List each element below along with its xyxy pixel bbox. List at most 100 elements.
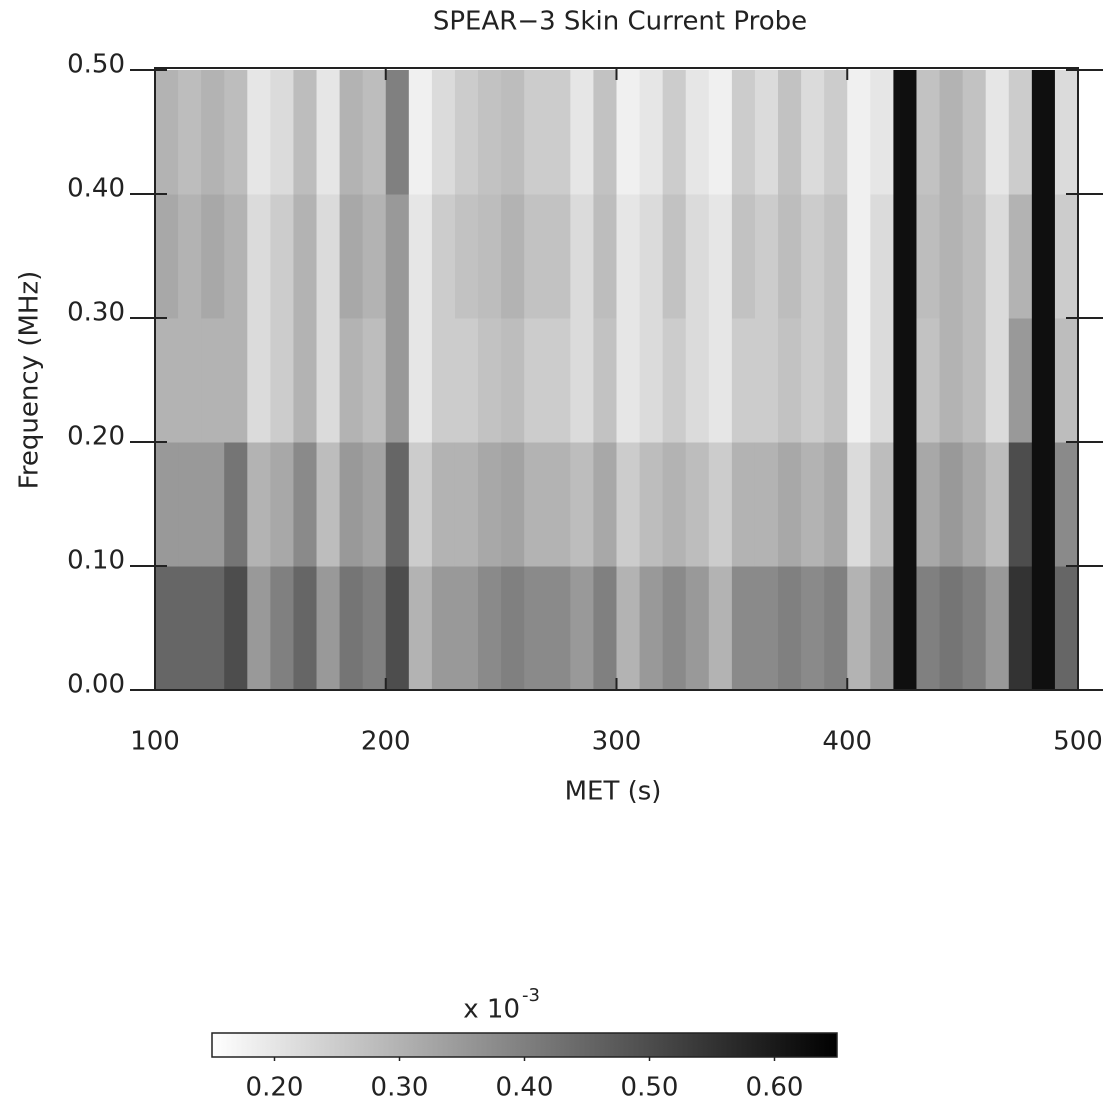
heatmap-cell (824, 70, 848, 195)
heatmap-cell (247, 318, 271, 443)
heatmap-cell (939, 442, 964, 567)
heatmap-cell (962, 70, 987, 195)
heatmap-cell (270, 70, 294, 195)
heatmap-cell (754, 566, 779, 691)
heatmap-cell (201, 194, 225, 319)
heatmap-cell (778, 318, 802, 443)
colorbar-tick-label: 0.30 (371, 1073, 429, 1103)
heatmap-cell (1031, 194, 1056, 319)
colorbar-tick-label: 0.60 (746, 1073, 804, 1103)
heatmap-cell (570, 442, 594, 567)
heatmap-cell (547, 566, 571, 691)
heatmap-cell (870, 566, 894, 691)
heatmap-cell (731, 442, 756, 567)
heatmap-cell (593, 318, 617, 443)
heatmap-cell (501, 566, 525, 691)
heatmap-cell (362, 442, 387, 567)
heatmap-cell (916, 566, 941, 691)
heatmap-cell (270, 566, 294, 691)
heatmap-cell (339, 566, 364, 691)
heatmap-cell (824, 194, 848, 319)
x-tick-label: 100 (130, 727, 180, 757)
heatmap-cell (754, 194, 779, 319)
heatmap-cell (362, 70, 387, 195)
chart-title: SPEAR−3 Skin Current Probe (433, 7, 807, 37)
heatmap-cell (316, 70, 341, 195)
heatmap-cell (570, 194, 594, 319)
heatmap-cell (1031, 318, 1056, 443)
heatmap-cell (916, 70, 941, 195)
heatmap-cell (478, 442, 502, 567)
heatmap-cell (916, 442, 941, 567)
heatmap-cell (270, 318, 294, 443)
heatmap-cell (316, 442, 341, 567)
heatmap-cell (431, 70, 456, 195)
colorbar (211, 1032, 838, 1058)
heatmap-cell (685, 566, 710, 691)
heatmap-cell (985, 70, 1010, 195)
heatmap-cell (731, 194, 756, 319)
heatmap-cell (570, 566, 594, 691)
heatmap-cell (524, 194, 548, 319)
heatmap-cell (570, 318, 594, 443)
heatmap-cell (270, 442, 294, 567)
heatmap-cell (708, 318, 733, 443)
heatmap-cell (431, 318, 456, 443)
heatmap-cell (801, 318, 825, 443)
heatmap-cell (155, 442, 179, 567)
heatmap-cell (1054, 566, 1079, 691)
x-tick-label: 400 (822, 727, 872, 757)
heatmap-cell (570, 70, 594, 195)
y-tick-label: 0.10 (67, 546, 125, 576)
heatmap-cell (362, 566, 387, 691)
y-tick-label: 0.30 (67, 298, 125, 328)
x-tick-label: 200 (361, 727, 411, 757)
heatmap-cell (293, 194, 318, 319)
colorbar-tick-label: 0.40 (496, 1073, 554, 1103)
heatmap-cell (616, 318, 641, 443)
heatmap-cell (201, 70, 225, 195)
heatmap-cell (339, 70, 364, 195)
heatmap-cell (639, 318, 664, 443)
heatmap-cell (454, 194, 479, 319)
heatmap-cell (685, 442, 710, 567)
heatmap-cell (408, 318, 433, 443)
y-tick-label: 0.40 (67, 174, 125, 204)
heatmap-cell (293, 318, 318, 443)
x-axis-label: MET (s) (565, 777, 662, 807)
heatmap-cell (339, 442, 364, 567)
heatmap-cell (870, 442, 894, 567)
heatmap-cell (247, 194, 271, 319)
heatmap-cell (385, 442, 410, 567)
heatmap-cell (870, 194, 894, 319)
heatmap-cell (616, 70, 641, 195)
colorbar-tick-label: 0.50 (621, 1073, 679, 1103)
heatmap-cell (731, 566, 756, 691)
heatmap-cell (547, 318, 571, 443)
x-tick-label: 500 (1053, 727, 1103, 757)
heatmap-cell (201, 442, 225, 567)
heatmap-cell (593, 442, 617, 567)
heatmap-cell (939, 70, 964, 195)
heatmap-cell (431, 442, 456, 567)
heatmap-cell (616, 566, 641, 691)
heatmap-cell (662, 70, 687, 195)
heatmap-cell (893, 442, 917, 567)
heatmap-cell (985, 194, 1010, 319)
heatmap-cell (962, 194, 987, 319)
heatmap-cell (293, 442, 318, 567)
heatmap-cell (293, 70, 318, 195)
heatmap-cell (616, 442, 641, 567)
heatmap-cell (316, 318, 341, 443)
heatmap-cell (524, 442, 548, 567)
x-tick-label: 300 (592, 727, 642, 757)
heatmap-cell (1031, 566, 1056, 691)
heatmap-cell (178, 566, 202, 691)
heatmap-cell (962, 566, 987, 691)
heatmap-cell (593, 70, 617, 195)
heatmap-cell (985, 318, 1010, 443)
heatmap-cell (801, 70, 825, 195)
heatmap-cell (778, 566, 802, 691)
heatmap-cell (593, 566, 617, 691)
heatmap-cell (547, 194, 571, 319)
